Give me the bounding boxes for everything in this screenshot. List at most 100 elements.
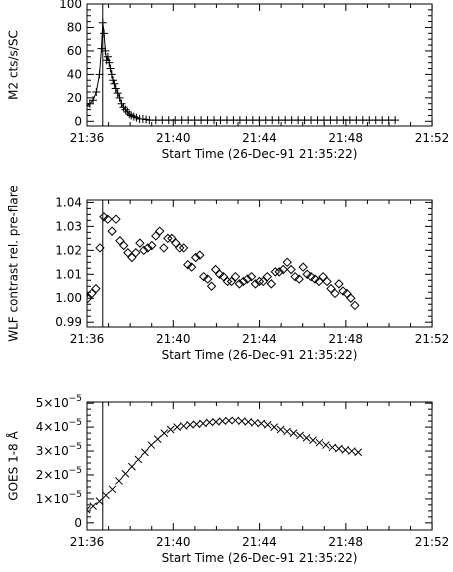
data-point — [115, 477, 123, 485]
data-point — [230, 271, 241, 282]
data-point — [151, 231, 161, 241]
data-point — [310, 274, 320, 284]
data-point — [101, 46, 110, 55]
data-point — [198, 271, 209, 282]
data-point — [103, 214, 113, 224]
data-point — [117, 99, 126, 108]
x-tick-label: 21:44 — [242, 131, 277, 145]
data-point — [283, 427, 291, 436]
data-point — [350, 300, 360, 311]
data-point — [330, 288, 340, 299]
data-point — [286, 264, 296, 275]
data-point — [302, 434, 311, 442]
data-point — [258, 276, 269, 287]
x-tick-label: 21:48 — [328, 131, 363, 145]
y-tick-label: 80 — [67, 20, 82, 34]
x-tick-label: 21:52 — [415, 332, 450, 346]
y-tick-label: 1.00 — [55, 291, 82, 305]
data-point — [134, 455, 143, 464]
data-point — [76, 106, 84, 114]
data-point — [135, 238, 145, 248]
data-point — [138, 114, 147, 123]
y-tick-label: 0 — [74, 114, 82, 128]
data-point — [89, 96, 98, 105]
data-point — [87, 288, 97, 299]
x-tick-label: 21:48 — [328, 535, 363, 549]
x-tick-label: 21:52 — [415, 535, 450, 549]
data-point — [111, 214, 121, 224]
data-point — [77, 509, 84, 516]
data-point — [338, 286, 348, 296]
data-point — [167, 233, 177, 244]
data-point — [296, 431, 304, 440]
y-axis-title: GOES 1-8 Å — [6, 431, 21, 501]
data-point — [192, 420, 201, 429]
y-axis-title: WLF contrast rel. pre-flare — [7, 185, 21, 342]
data-point — [154, 226, 165, 236]
data-point — [298, 262, 308, 272]
m2-counts-panel: 21:36 21:40 21:44 21:48 21:52 0 20 40 60 80 100 Sta… — [7, 0, 450, 161]
data-point — [113, 89, 122, 98]
data-point — [163, 233, 173, 244]
data-point — [119, 240, 129, 251]
data-series — [87, 212, 360, 311]
data-point — [178, 243, 189, 253]
data-point — [95, 497, 104, 506]
x-axis-title: Start Time (26-Dec-91 21:35:22) — [162, 147, 358, 161]
data-point — [173, 423, 182, 431]
x-tick-label: 21:44 — [242, 332, 277, 346]
data-point — [214, 269, 225, 279]
x-tick-label: 21:36 — [70, 535, 105, 549]
x-tick-label: 21:40 — [156, 535, 191, 549]
data-point — [110, 79, 119, 88]
x-tick-label: 21:40 — [156, 131, 191, 145]
data-point — [266, 279, 277, 289]
x-tick-label: 21:40 — [156, 332, 191, 346]
data-point — [186, 262, 197, 272]
data-series — [76, 18, 400, 125]
data-point — [128, 462, 136, 471]
y-tick-label: 1.02 — [55, 243, 82, 257]
data-point — [115, 93, 124, 102]
data-point — [257, 419, 266, 428]
data-point — [87, 102, 91, 111]
x-tick-label: 21:36 — [70, 332, 105, 346]
data-point — [328, 443, 337, 452]
data-point — [322, 441, 330, 449]
data-point — [140, 448, 149, 457]
data-point — [103, 52, 112, 61]
data-point — [262, 271, 273, 282]
data-point — [210, 264, 221, 275]
data-point — [166, 425, 175, 434]
data-point — [183, 259, 193, 270]
data-point — [289, 429, 298, 437]
data-point — [238, 276, 249, 287]
data-point — [202, 274, 213, 284]
data-point — [250, 418, 259, 427]
y-tick-label: 1×10−5 — [36, 490, 82, 506]
data-point — [205, 418, 214, 427]
data-point — [87, 107, 88, 109]
data-point — [92, 87, 101, 96]
data-point — [315, 438, 324, 447]
data-point — [111, 84, 120, 93]
data-point — [143, 243, 153, 253]
y-tick-label: 4×10−5 — [36, 418, 82, 434]
data-point — [87, 505, 91, 514]
data-point — [87, 99, 94, 108]
data-point — [107, 70, 116, 79]
y-tick-label: 1.03 — [55, 219, 82, 233]
data-point — [274, 267, 284, 277]
data-point — [199, 419, 207, 428]
data-point — [125, 110, 134, 119]
data-point — [106, 64, 115, 73]
data-point — [131, 248, 141, 258]
data-point — [206, 281, 217, 291]
data-point — [270, 267, 281, 277]
data-point — [334, 279, 344, 289]
x-tick-label: 21:52 — [415, 131, 450, 145]
data-point — [234, 279, 245, 289]
data-point — [278, 264, 288, 275]
data-point — [159, 243, 169, 253]
data-point — [186, 420, 194, 429]
